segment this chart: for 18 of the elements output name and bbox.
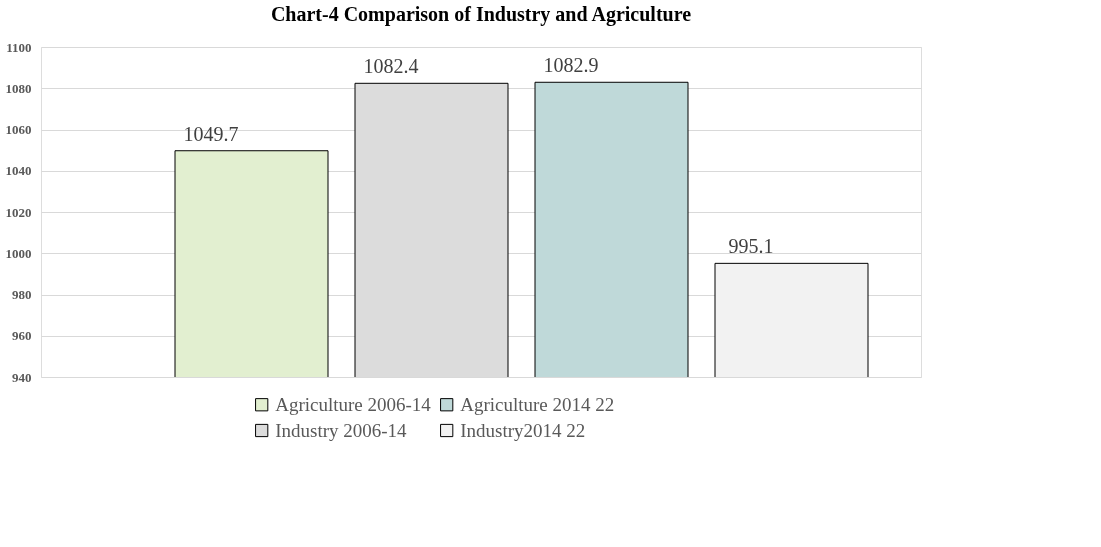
y-tick-label: 960: [12, 328, 32, 344]
y-tick-label: 980: [12, 287, 32, 302]
y-tick-label: 1100: [6, 39, 32, 55]
data-label: 1082.9: [543, 54, 599, 77]
legend-label: Industry 2006-14: [275, 419, 408, 441]
legend-label: Agriculture 2014 22: [460, 393, 615, 415]
y-tick-label: 940: [12, 369, 32, 385]
legend-label: Agriculture 2006-14: [275, 393, 432, 415]
y-tick-label: 1080: [5, 80, 32, 96]
y-tick-label: 1000: [5, 245, 32, 261]
y-tick-label: 1040: [5, 163, 32, 179]
y-tick-label: 1020: [5, 204, 32, 220]
chart-title: Chart-4 Comparison of Industry and Agriculture: [270, 3, 692, 26]
data-label: 1082.4: [363, 55, 419, 78]
legend-label: Industry2014 22: [460, 419, 586, 441]
data-label: 995.1: [728, 235, 774, 258]
data-label: 1049.7: [183, 122, 239, 145]
y-tick-label: 1060: [5, 122, 32, 137]
